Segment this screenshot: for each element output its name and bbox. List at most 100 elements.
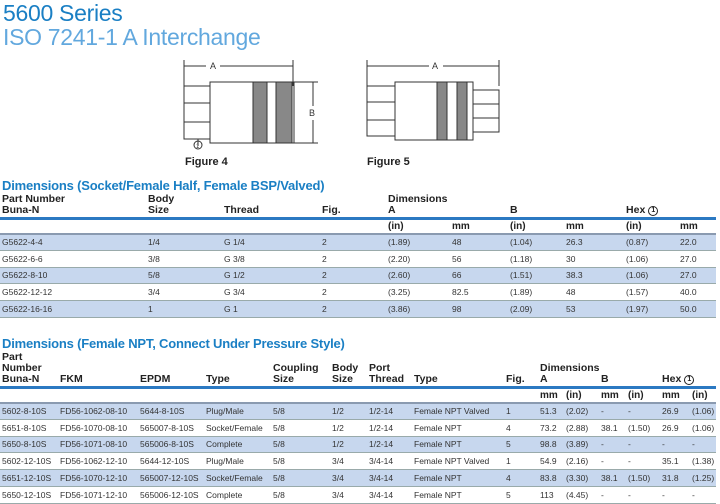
table-cell: 40.0 [678, 283, 717, 302]
table-cell: - [626, 452, 661, 471]
table-cell: 1 [504, 402, 538, 420]
table-cell: FD56-1070-08-10 [58, 418, 138, 437]
table-cell: 4 [504, 469, 538, 487]
table-cell: 5650-8-10S [0, 435, 58, 454]
units-row: mm (in) mm (in) mm (in) [0, 387, 717, 404]
table-cell: 1 [146, 300, 222, 318]
table-cell: 1/2-14 [367, 402, 412, 420]
table-cell: 565007-8-10S [138, 418, 204, 437]
table-cell: - [690, 435, 717, 454]
table-row: 5602-12-10S FD56-1062-12-10 5644-12-10S Plu… [0, 452, 717, 471]
table-cell: - [690, 485, 717, 504]
table-cell: (2.88) [564, 418, 600, 437]
table-cell: 5650-12-10S [0, 485, 58, 504]
col-port-type: Type [412, 352, 504, 389]
table-cell: 5/8 [271, 452, 330, 471]
table-cell: 38.3 [564, 266, 625, 285]
table-cell: G 1/2 [222, 266, 320, 285]
table-cell: G 3/4 [222, 283, 320, 302]
table-cell: 5/8 [271, 402, 330, 420]
table-cell: FD56-1062-12-10 [58, 452, 138, 471]
col-thread: Thread [222, 194, 320, 220]
table-cell: 26.9 [660, 402, 691, 420]
table-cell: 22.0 [678, 233, 717, 251]
table-cell: 48 [450, 233, 509, 251]
table-cell: 35.1 [660, 452, 691, 471]
table-row: 5650-8-10S FD56-1071-08-10 565006-8-10S Com… [0, 435, 717, 454]
table-cell: 3/4-14 [367, 469, 412, 487]
table-cell: (1.50) [626, 469, 661, 487]
figure-4-caption: Figure 4 [185, 156, 228, 168]
table-cell: (1.25) [690, 469, 717, 487]
table-cell: (1.06) [624, 249, 679, 268]
col-hex: Hex 1 [624, 194, 717, 220]
col-body-size: Body Size [146, 194, 222, 220]
table-cell: G 1 [222, 300, 320, 318]
table-cell: 30 [564, 249, 625, 268]
table-cell: - [626, 485, 661, 504]
col-coupling-size: Coupling Size [271, 352, 330, 389]
table-npt-dimensions: Part Number Buna-N FKM EPDM Type Coupling… [0, 352, 717, 504]
table-cell: 38.1 [599, 469, 627, 487]
table-cell: - [599, 402, 627, 420]
col-part-number: Part Number Buna-N [0, 194, 146, 220]
table-cell: 98 [450, 300, 509, 318]
table-cell: (1.38) [690, 452, 717, 471]
table-cell: 83.8 [538, 469, 564, 487]
table-cell: (1.57) [624, 283, 679, 302]
table-cell: FD56-1071-08-10 [58, 435, 138, 454]
table-cell: 27.0 [678, 266, 717, 285]
table-cell: FD56-1071-12-10 [58, 485, 138, 504]
table-cell: 5644-8-10S [138, 402, 204, 420]
table-cell: G5622-8-10 [0, 266, 146, 285]
table-cell: 51.3 [538, 402, 564, 420]
table-cell: (3.25) [386, 283, 450, 302]
figure-4-drawing: A B 1 [183, 60, 318, 150]
table-cell: 565006-8-10S [138, 435, 204, 454]
table-cell: (1.51) [508, 266, 565, 285]
table-cell: 1/2 [330, 418, 367, 437]
table-cell: 565007-12-10S [138, 469, 204, 487]
col-dim-b: B [508, 194, 625, 220]
table-cell: (1.97) [624, 300, 679, 318]
col-dim-a: Dimensions A [386, 194, 509, 220]
table-cell: 2 [320, 300, 386, 318]
table-cell: 66 [450, 266, 509, 285]
table-row: G5622-12-12 3/4 G 3/4 2 (3.25) 82.5 (1.89) 48 (1… [0, 283, 717, 302]
table-cell: (1.04) [508, 233, 565, 251]
table-cell: 2 [320, 266, 386, 285]
col-type: Type [204, 352, 271, 389]
table-cell: (1.06) [624, 266, 679, 285]
table-row: G5622-8-10 5/8 G 1/2 2 (2.60) 66 (1.51) 38.3 (1.… [0, 266, 717, 285]
table-cell: 3/4 [330, 485, 367, 504]
figure-5-caption: Figure 5 [367, 156, 410, 168]
col-hex: Hex 1 [660, 352, 717, 389]
table-cell: Socket/Female [204, 469, 271, 487]
table-cell: Female NPT [412, 485, 504, 504]
table-cell: 26.9 [660, 418, 691, 437]
table-cell: 2 [320, 283, 386, 302]
table-cell: - [626, 435, 661, 454]
table-cell: 98.8 [538, 435, 564, 454]
table-cell: 3/4-14 [367, 452, 412, 471]
table-cell: - [626, 402, 661, 420]
col-fig: Fig. [320, 194, 386, 220]
table-cell: 54.9 [538, 452, 564, 471]
table-cell: - [660, 435, 691, 454]
table-cell: Female NPT Valved [412, 452, 504, 471]
page-title: 5600 Series [3, 0, 123, 26]
col-epdm: EPDM [138, 352, 204, 389]
table-cell: G5622-16-16 [0, 300, 146, 318]
table-cell: 3/4 [146, 283, 222, 302]
dim-b-label: B [309, 108, 315, 118]
table-cell: 1/2-14 [367, 435, 412, 454]
table-cell: 2 [320, 249, 386, 268]
table-cell: 1/4 [146, 233, 222, 251]
table-cell: 5 [504, 485, 538, 504]
table-cell: 3/4 [330, 452, 367, 471]
table-cell: (1.89) [386, 233, 450, 251]
table-cell: 5602-8-10S [0, 402, 58, 420]
table-cell: 1 [504, 452, 538, 471]
table-cell: Female NPT [412, 418, 504, 437]
table-row: 5651-8-10S FD56-1070-08-10 565007-8-10S Soc… [0, 418, 717, 437]
